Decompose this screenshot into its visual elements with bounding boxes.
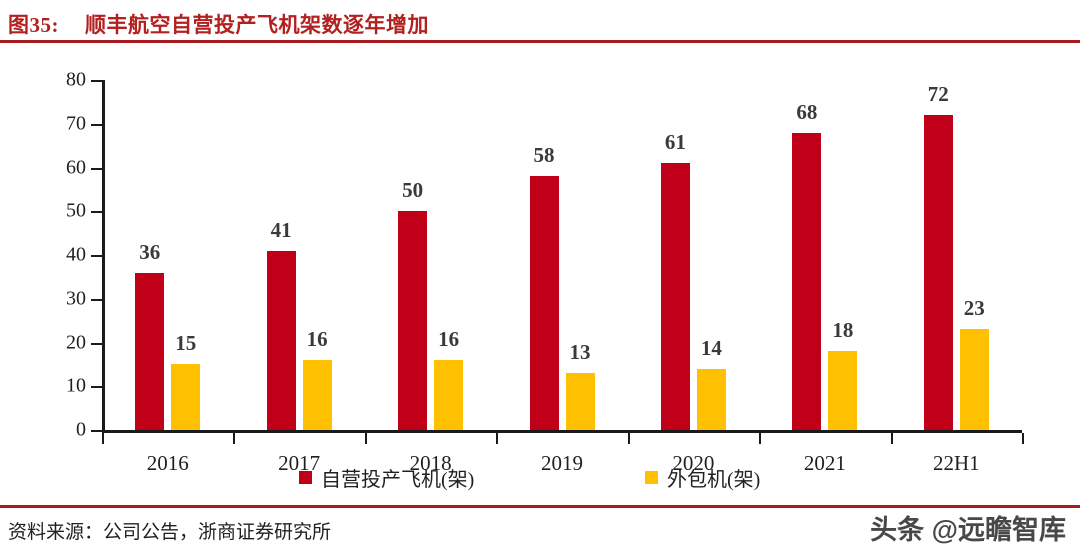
bar-value-label: 68 xyxy=(796,99,818,124)
bar-value-label: 16 xyxy=(438,327,460,351)
bar xyxy=(302,360,332,430)
bar xyxy=(660,163,690,430)
bar xyxy=(696,368,726,430)
bar xyxy=(959,329,989,430)
x-axis-tick-label: 2018 xyxy=(409,451,452,475)
x-axis-tick xyxy=(364,433,367,444)
plot-area: 0 10 20 30 40 50 60 70 80 2016 2017 2018 2019 2020 20… xyxy=(66,69,1024,475)
x-axis-tick xyxy=(1022,433,1024,444)
x-axis-tick xyxy=(759,433,762,444)
y-axis-tick xyxy=(91,255,102,257)
figure-title-text: 顺丰航空自营投产飞机架数逐年增加 xyxy=(85,13,429,37)
y-axis-tick-label: 0 xyxy=(76,418,86,441)
y-axis-tick-label: 20 xyxy=(66,331,86,353)
legend-swatch-icon xyxy=(645,471,658,484)
y-axis-tick xyxy=(91,386,102,389)
bar xyxy=(398,211,428,430)
x-axis-tick-label: 2019 xyxy=(541,451,583,475)
y-axis-tick xyxy=(91,430,102,432)
y-axis-tick xyxy=(91,80,102,82)
bar-value-label: 58 xyxy=(533,143,555,168)
x-axis-tick xyxy=(233,433,236,444)
bar xyxy=(135,272,165,430)
x-axis-tick-label: 2016 xyxy=(146,451,189,475)
bar-value-label: 18 xyxy=(832,318,854,343)
footer-divider xyxy=(0,505,1080,508)
x-axis-line xyxy=(102,430,1022,433)
bar-value-label: 23 xyxy=(963,296,985,321)
legend-item-1[interactable]: 外包机(架) xyxy=(645,463,760,492)
y-axis-tick-label: 40 xyxy=(66,243,86,266)
bar xyxy=(434,360,464,430)
y-axis-tick-label: 30 xyxy=(66,287,86,310)
bar-value-label: 72 xyxy=(927,82,949,106)
bar xyxy=(828,351,858,430)
legend-label: 自营投产飞机(架) xyxy=(321,469,475,491)
x-axis-tick xyxy=(890,433,893,444)
y-axis-tick xyxy=(91,123,102,126)
bar-value-label: 13 xyxy=(569,340,591,365)
bar xyxy=(171,364,201,430)
header-divider xyxy=(0,40,1080,43)
legend-swatch-icon xyxy=(299,471,312,484)
x-axis-tick xyxy=(627,433,630,444)
x-axis-tick-label: 2021 xyxy=(803,451,846,475)
x-axis-tick xyxy=(102,433,104,444)
bar-value-label: 14 xyxy=(700,335,722,360)
legend-item-0[interactable]: 自营投产飞机(架) xyxy=(299,463,474,492)
source-note: 资料来源：公司公告，浙商证券研究所 xyxy=(8,522,332,543)
bar xyxy=(923,115,953,430)
page-title: 图35: 顺丰航空自营投产飞机架数逐年增加 xyxy=(8,9,429,39)
bar-value-label: 41 xyxy=(270,217,292,242)
legend-label: 外包机(架) xyxy=(667,469,761,491)
figure-header: 图35: 顺丰航空自营投产飞机架数逐年增加 xyxy=(0,0,1080,43)
bar-value-label: 16 xyxy=(306,327,328,351)
figure-number: 图35: xyxy=(8,13,59,37)
y-axis-tick xyxy=(91,211,102,214)
bar-value-label: 15 xyxy=(175,331,197,356)
bar-value-label: 36 xyxy=(139,239,161,264)
x-axis-tick-label: 22H1 xyxy=(932,451,980,475)
y-axis-tick-label: 10 xyxy=(66,374,86,397)
y-axis-tick-label: 80 xyxy=(66,68,86,91)
y-axis-tick xyxy=(91,167,102,170)
bar xyxy=(266,250,296,430)
y-axis-tick xyxy=(91,342,102,345)
x-axis-tick-label: 2020 xyxy=(672,451,715,475)
x-axis-tick xyxy=(496,433,499,444)
chart-legend: 自营投产飞机(架) 外包机(架) xyxy=(0,463,1080,497)
bar xyxy=(792,132,822,430)
y-axis-tick-label: 60 xyxy=(66,156,86,178)
bar xyxy=(565,373,595,430)
y-axis-tick-label: 50 xyxy=(66,199,86,222)
y-axis-tick-label: 70 xyxy=(66,112,86,135)
y-axis-line xyxy=(102,80,105,433)
bar-value-label: 61 xyxy=(664,130,686,155)
watermark: 头条 @远瞻智库 xyxy=(870,515,1066,545)
y-axis-tick xyxy=(91,298,102,301)
bar-chart: 0 10 20 30 40 50 60 70 80 2016 2017 2018 2019 2020 20… xyxy=(0,43,1080,498)
bar-value-label: 50 xyxy=(402,178,424,203)
bar xyxy=(529,176,559,430)
